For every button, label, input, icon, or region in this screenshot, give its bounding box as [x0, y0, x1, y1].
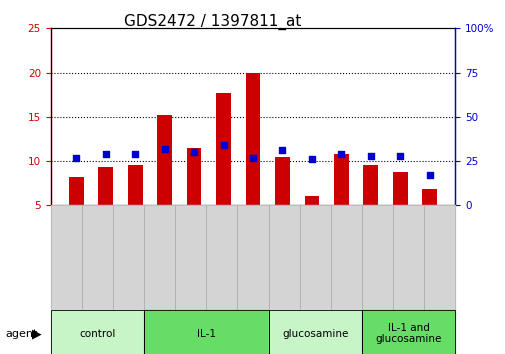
Point — [190, 149, 198, 155]
Bar — [69, 177, 83, 205]
Bar — [333, 154, 348, 205]
Text: agent: agent — [5, 329, 37, 339]
Bar — [363, 166, 377, 205]
Text: IL-1: IL-1 — [196, 329, 215, 339]
Point — [366, 153, 374, 159]
Text: glucosamine: glucosamine — [281, 329, 348, 339]
Point — [160, 146, 168, 152]
Point — [72, 155, 80, 160]
Text: IL-1 and
glucosamine: IL-1 and glucosamine — [375, 323, 441, 344]
Bar — [304, 196, 319, 205]
Bar — [392, 172, 407, 205]
Text: GDS2472 / 1397811_at: GDS2472 / 1397811_at — [124, 14, 300, 30]
Bar — [216, 93, 230, 205]
Point — [102, 151, 110, 157]
Text: control: control — [79, 329, 115, 339]
Point — [307, 156, 315, 162]
Bar — [157, 115, 172, 205]
Bar — [422, 189, 436, 205]
Legend: count, percentile rank within the sample: count, percentile rank within the sample — [56, 314, 252, 345]
Point — [131, 151, 139, 157]
Point — [337, 151, 345, 157]
Bar — [128, 165, 142, 205]
Bar — [245, 74, 260, 205]
Point — [248, 155, 257, 160]
Bar — [275, 156, 289, 205]
Point — [278, 148, 286, 153]
Point — [395, 153, 403, 159]
Point — [425, 172, 433, 178]
Bar — [186, 148, 201, 205]
Point — [219, 142, 227, 148]
Text: ▶: ▶ — [31, 327, 41, 340]
Bar — [98, 167, 113, 205]
